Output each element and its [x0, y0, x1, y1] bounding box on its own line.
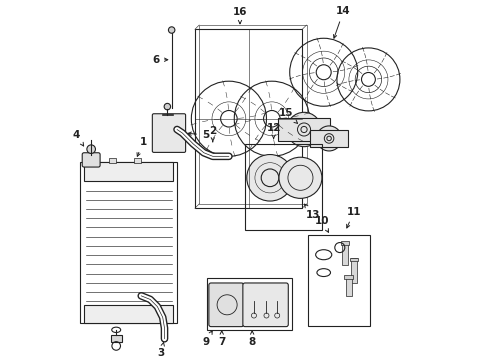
Text: 14: 14 [334, 6, 351, 38]
FancyBboxPatch shape [152, 114, 186, 152]
Circle shape [287, 112, 321, 147]
Text: 1: 1 [137, 137, 147, 156]
Circle shape [87, 145, 96, 153]
Bar [308, 235, 370, 326]
Bar [351, 258, 357, 283]
Text: 2: 2 [209, 126, 217, 142]
Text: 16: 16 [233, 7, 247, 24]
Bar [344, 275, 353, 279]
Bar [199, 25, 307, 204]
Bar [84, 305, 173, 323]
Text: 5: 5 [188, 130, 209, 140]
Text: 11: 11 [346, 207, 361, 228]
FancyBboxPatch shape [209, 283, 244, 327]
Circle shape [317, 126, 342, 151]
Text: 15: 15 [279, 108, 297, 123]
Bar [80, 162, 177, 323]
Ellipse shape [279, 157, 322, 198]
Bar [195, 29, 302, 208]
Text: 4: 4 [73, 130, 84, 146]
Text: 12: 12 [267, 123, 281, 139]
Bar [341, 242, 349, 245]
Circle shape [169, 27, 175, 33]
Bar [109, 158, 116, 163]
FancyBboxPatch shape [82, 153, 100, 167]
Circle shape [164, 103, 171, 110]
Bar [278, 118, 330, 141]
Bar [134, 158, 141, 163]
Bar [84, 162, 173, 181]
Circle shape [247, 154, 294, 201]
Bar [310, 130, 348, 147]
FancyBboxPatch shape [243, 283, 288, 327]
Text: 10: 10 [315, 216, 329, 232]
Bar [111, 335, 122, 342]
Bar [245, 144, 322, 230]
Text: 9: 9 [202, 331, 212, 347]
Bar [343, 242, 348, 265]
Bar [207, 278, 292, 330]
Text: 7: 7 [218, 331, 225, 347]
Text: 13: 13 [305, 204, 320, 220]
Bar [350, 257, 358, 261]
Text: 3: 3 [157, 342, 165, 358]
Text: 6: 6 [152, 55, 168, 65]
Text: 8: 8 [248, 331, 256, 347]
Bar [346, 276, 352, 296]
